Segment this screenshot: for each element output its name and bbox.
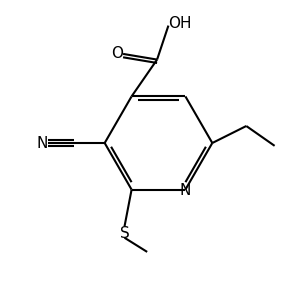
- Text: S: S: [120, 226, 129, 241]
- Text: OH: OH: [168, 16, 191, 31]
- Text: N: N: [180, 183, 191, 198]
- Text: N: N: [36, 136, 47, 150]
- Text: O: O: [111, 45, 123, 61]
